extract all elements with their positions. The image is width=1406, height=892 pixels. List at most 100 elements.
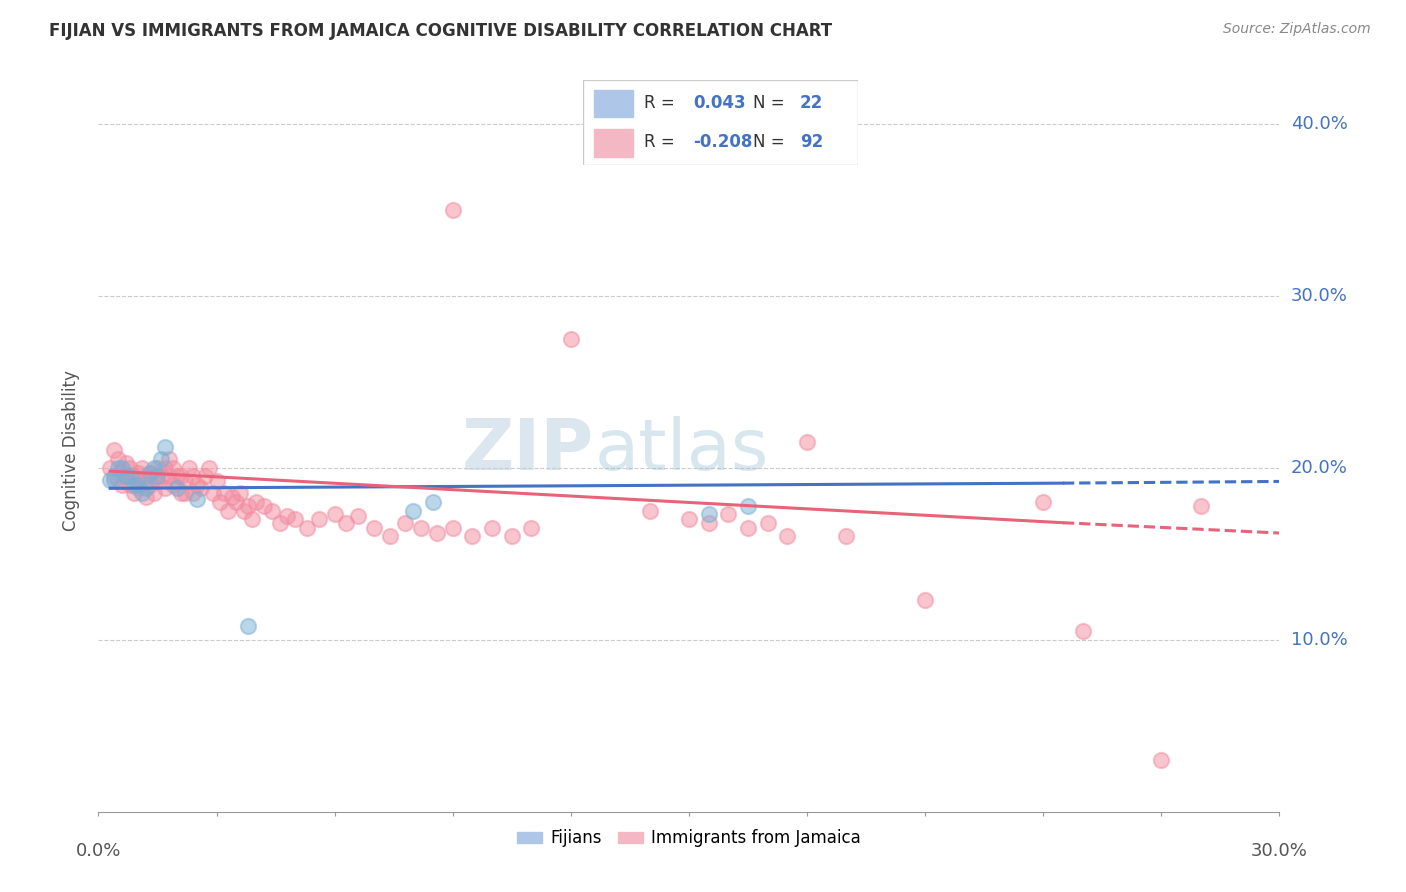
Point <box>756 516 779 530</box>
Point <box>441 521 464 535</box>
Text: 10.0%: 10.0% <box>1291 631 1347 648</box>
Point <box>276 508 298 523</box>
Point <box>142 460 165 475</box>
Point <box>115 469 138 483</box>
Point <box>131 473 153 487</box>
Point <box>122 469 145 483</box>
Y-axis label: Cognitive Disability: Cognitive Disability <box>62 370 80 531</box>
Point <box>717 507 740 521</box>
Point <box>737 521 759 535</box>
Point <box>186 478 208 492</box>
Point <box>461 529 484 543</box>
Point <box>205 475 228 489</box>
Point <box>127 478 149 492</box>
Point <box>118 469 141 483</box>
Point <box>1032 495 1054 509</box>
Point <box>638 503 661 517</box>
Point <box>155 481 177 495</box>
Point <box>138 466 160 480</box>
Point <box>98 473 121 487</box>
Point <box>194 469 217 483</box>
Point <box>209 495 232 509</box>
Point <box>221 490 243 504</box>
Point <box>111 478 134 492</box>
Point <box>217 503 239 517</box>
Point <box>441 202 464 217</box>
Point <box>166 469 188 483</box>
Point <box>146 475 169 489</box>
Point <box>253 499 276 513</box>
Text: R =: R = <box>644 133 681 151</box>
Point <box>107 460 129 475</box>
Point <box>166 481 188 495</box>
Point <box>142 486 165 500</box>
Point <box>201 486 224 500</box>
Text: -0.208: -0.208 <box>693 133 752 151</box>
Point <box>347 508 370 523</box>
Point <box>914 593 936 607</box>
Text: 30.0%: 30.0% <box>1291 286 1347 305</box>
Text: ZIP: ZIP <box>463 416 595 485</box>
Point <box>1071 624 1094 639</box>
Text: Source: ZipAtlas.com: Source: ZipAtlas.com <box>1223 22 1371 37</box>
Point <box>142 469 165 483</box>
Point <box>162 460 184 475</box>
Point <box>107 473 129 487</box>
Point <box>127 466 149 480</box>
Point <box>150 469 173 483</box>
Point <box>150 452 173 467</box>
Point <box>260 503 283 517</box>
Point <box>335 516 357 530</box>
Point <box>190 481 212 495</box>
Point <box>118 478 141 492</box>
Point <box>115 455 138 469</box>
Point <box>394 516 416 530</box>
Point <box>240 512 263 526</box>
Point <box>103 473 125 487</box>
Point <box>138 478 160 492</box>
Point <box>284 512 307 526</box>
Text: 0.0%: 0.0% <box>76 842 121 860</box>
Point <box>98 460 121 475</box>
Point <box>138 466 160 480</box>
Point <box>115 469 138 483</box>
Point <box>170 469 193 483</box>
Text: 92: 92 <box>800 133 824 151</box>
Point <box>1189 499 1212 513</box>
Point <box>1150 753 1173 767</box>
Point <box>162 478 184 492</box>
Point <box>186 491 208 506</box>
FancyBboxPatch shape <box>583 80 858 165</box>
Point <box>174 486 197 500</box>
Point <box>402 503 425 517</box>
Point <box>103 443 125 458</box>
Legend: Fijians, Immigrants from Jamaica: Fijians, Immigrants from Jamaica <box>510 822 868 854</box>
Point <box>155 460 177 475</box>
Point <box>835 529 858 543</box>
Point <box>796 434 818 449</box>
Point <box>181 469 204 483</box>
Point <box>737 499 759 513</box>
Point <box>103 469 125 483</box>
Point <box>146 469 169 483</box>
Point <box>520 521 543 535</box>
Text: N =: N = <box>754 95 790 112</box>
Text: atlas: atlas <box>595 416 769 485</box>
Point <box>111 464 134 478</box>
Point <box>170 486 193 500</box>
Text: FIJIAN VS IMMIGRANTS FROM JAMAICA COGNITIVE DISABILITY CORRELATION CHART: FIJIAN VS IMMIGRANTS FROM JAMAICA COGNIT… <box>49 22 832 40</box>
Text: 0.043: 0.043 <box>693 95 745 112</box>
Text: 22: 22 <box>800 95 824 112</box>
Point <box>481 521 503 535</box>
Point <box>131 460 153 475</box>
Point <box>181 486 204 500</box>
Point <box>118 460 141 475</box>
Point <box>560 332 582 346</box>
Point <box>127 481 149 495</box>
Point <box>236 619 259 633</box>
Point <box>131 486 153 500</box>
Point <box>135 481 157 495</box>
Point <box>122 486 145 500</box>
Point <box>107 452 129 467</box>
Point <box>111 460 134 475</box>
